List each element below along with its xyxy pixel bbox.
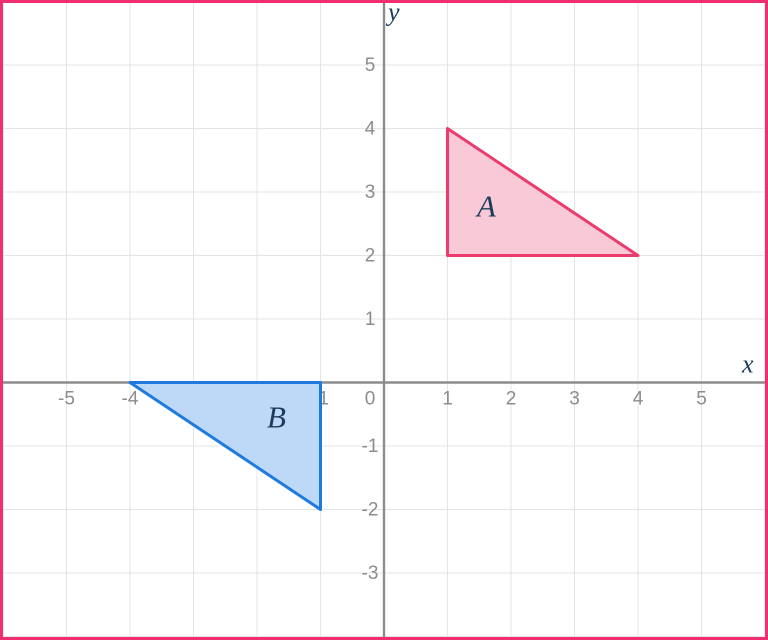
svg-text:-3: -3 xyxy=(362,563,379,584)
svg-text:3: 3 xyxy=(569,389,580,410)
svg-text:2: 2 xyxy=(506,389,517,410)
svg-text:B: B xyxy=(267,400,286,435)
svg-text:1: 1 xyxy=(365,309,376,330)
svg-text:A: A xyxy=(475,189,497,224)
svg-text:x: x xyxy=(741,350,754,379)
svg-text:-1: -1 xyxy=(362,436,379,457)
svg-text:-5: -5 xyxy=(58,389,75,410)
svg-text:4: 4 xyxy=(633,389,644,410)
svg-text:4: 4 xyxy=(365,119,376,140)
svg-text:0: 0 xyxy=(365,389,376,410)
svg-text:1: 1 xyxy=(442,389,453,410)
svg-text:2: 2 xyxy=(365,246,376,267)
svg-text:5: 5 xyxy=(696,389,707,410)
svg-text:-2: -2 xyxy=(362,500,379,521)
svg-text:5: 5 xyxy=(365,55,376,76)
svg-text:3: 3 xyxy=(365,182,376,203)
svg-text:y: y xyxy=(385,0,400,27)
svg-text:-4: -4 xyxy=(122,389,139,410)
